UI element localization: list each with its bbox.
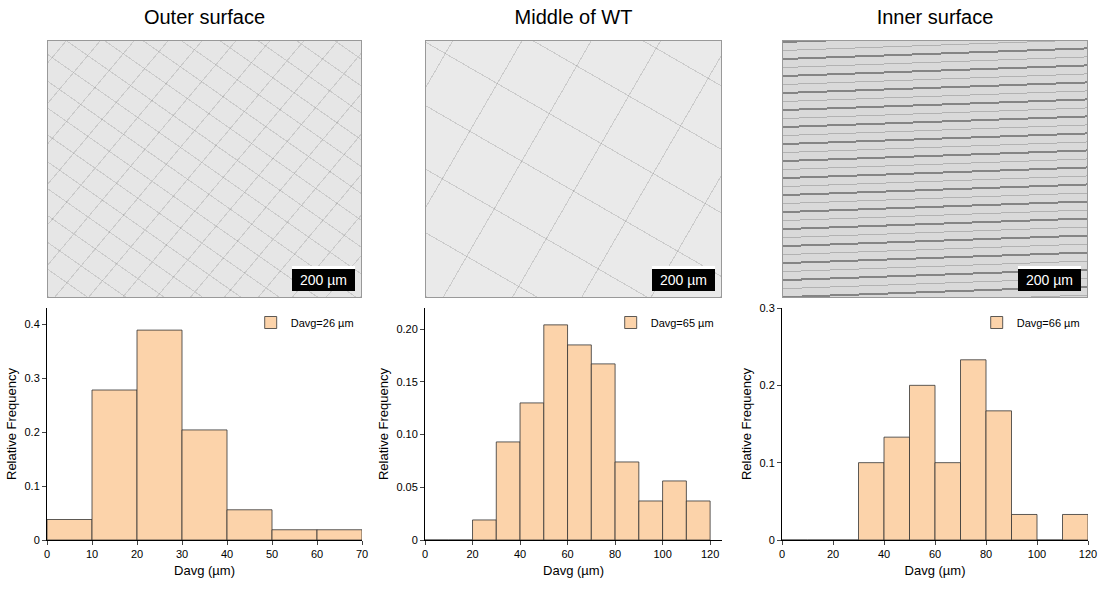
svg-text:0: 0 [412, 534, 418, 546]
svg-text:100: 100 [653, 548, 671, 560]
svg-text:50: 50 [266, 548, 278, 560]
svg-text:60: 60 [311, 548, 323, 560]
svg-text:Relative Frequency: Relative Frequency [739, 368, 754, 480]
svg-text:0: 0 [422, 548, 428, 560]
svg-text:10: 10 [86, 548, 98, 560]
svg-text:0: 0 [44, 548, 50, 560]
svg-text:Relative Frequency: Relative Frequency [4, 368, 19, 480]
svg-text:60: 60 [929, 548, 941, 560]
svg-text:0: 0 [769, 534, 775, 546]
svg-text:Davg=66 µm: Davg=66 µm [1017, 317, 1080, 329]
svg-text:0: 0 [779, 548, 785, 560]
svg-text:40: 40 [878, 548, 890, 560]
svg-text:0.3: 0.3 [25, 372, 40, 384]
svg-text:20: 20 [827, 548, 839, 560]
svg-text:20: 20 [131, 548, 143, 560]
svg-text:0.4: 0.4 [25, 318, 40, 330]
svg-text:20: 20 [466, 548, 478, 560]
svg-text:60: 60 [561, 548, 573, 560]
svg-text:0: 0 [34, 534, 40, 546]
html-text:Inner surface: Inner surface [876, 6, 994, 28]
svg-text:100: 100 [1028, 548, 1046, 560]
svg-text:Relative Frequency: Relative Frequency [376, 368, 391, 480]
svg-text:0.15: 0.15 [396, 376, 417, 388]
svg-text:0.1: 0.1 [760, 457, 775, 469]
svg-text:120: 120 [1079, 548, 1097, 560]
svg-text:40: 40 [221, 548, 233, 560]
svg-text:Davg (µm): Davg (µm) [174, 563, 235, 578]
svg-text:Davg=26 µm: Davg=26 µm [291, 317, 354, 329]
svg-text:Davg=65 µm: Davg=65 µm [651, 317, 714, 329]
svg-text:0.20: 0.20 [396, 323, 417, 335]
html-text:200 µm: 200 µm [300, 272, 347, 288]
svg-text:80: 80 [980, 548, 992, 560]
svg-text:0.3: 0.3 [760, 302, 775, 314]
svg-text:Davg (µm): Davg (µm) [905, 563, 966, 578]
html-text:Outer surface: Outer surface [143, 6, 266, 28]
svg-text:120: 120 [701, 548, 719, 560]
html-text:200 µm: 200 µm [1026, 272, 1073, 288]
svg-text:0.2: 0.2 [760, 379, 775, 391]
svg-text:0.2: 0.2 [25, 426, 40, 438]
svg-text:30: 30 [176, 548, 188, 560]
svg-text:0.05: 0.05 [396, 481, 417, 493]
svg-text:80: 80 [609, 548, 621, 560]
svg-text:0.10: 0.10 [396, 428, 417, 440]
html-text:Middle of WT: Middle of WT [514, 6, 633, 28]
svg-text:Davg (µm): Davg (µm) [543, 563, 604, 578]
html-text:200 µm: 200 µm [660, 272, 707, 288]
svg-text:0.1: 0.1 [25, 480, 40, 492]
svg-text:40: 40 [514, 548, 526, 560]
svg-text:70: 70 [356, 548, 368, 560]
